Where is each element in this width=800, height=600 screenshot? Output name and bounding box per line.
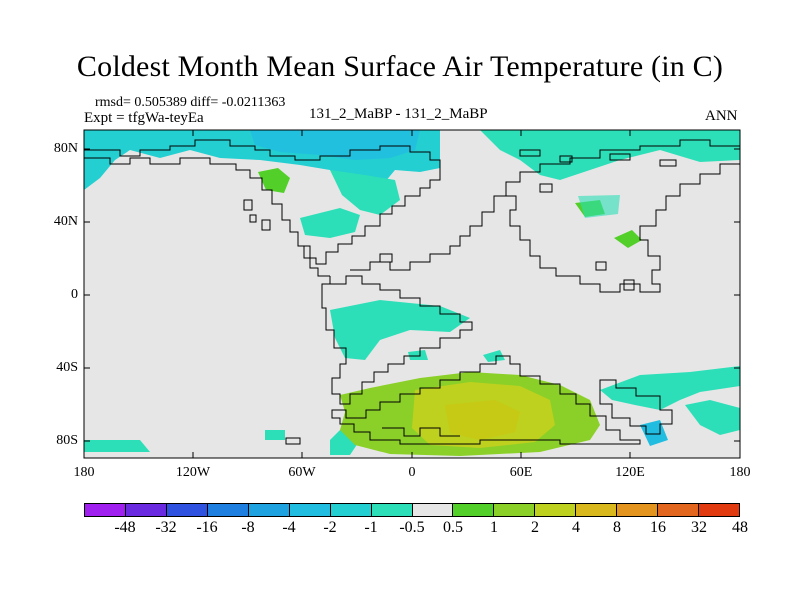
coast-central-america [298,245,330,277]
coast-antarctica [331,355,641,445]
colorbar-swatch-2 [166,504,208,516]
colorbar-label: 4 [572,519,580,536]
coast-australia [599,379,673,435]
colorbar-swatch-15 [699,504,739,516]
colorbar-swatch-8 [412,504,454,516]
region-north-polar-deep [250,130,420,160]
plot-title: Coldest Month Mean Surface Air Temperatu… [76,50,724,83]
lon-label-0: 0 [408,465,416,480]
lat-label-80n: 80N [53,141,78,156]
region-sa-cyan-3 [408,350,428,360]
region-asia-cyan [578,195,620,218]
axis-ticks [83,130,741,458]
colorbar-label: -48 [114,519,136,536]
colorbar-swatch-10 [494,504,536,516]
lat-label-0: 0 [71,287,78,302]
colorbar-label: -16 [196,519,218,536]
colorbar-label: 2 [531,519,539,536]
colorbar-label: -0.5 [399,519,425,536]
region-southern-ocean-east-3 [685,400,740,435]
colorbar-label: 8 [613,519,621,536]
colorbar-label: 0.5 [443,519,463,536]
region-sa-cyan-2 [483,350,505,362]
coast-north-america-2 [243,199,271,231]
lon-label-180e: 180 [729,465,751,480]
lat-label-80s: 80S [56,433,78,448]
region-asia-green [614,230,642,248]
coastlines [84,139,740,445]
colorbar-swatch-1 [125,504,167,516]
coast-north-america [84,139,441,265]
coast-south-america [321,275,473,405]
colorbar-label: 1 [490,519,498,536]
colorbar-label: -1 [364,519,378,536]
lon-label-180w: 180 [73,465,95,480]
colorbar-label: 16 [650,519,666,536]
season-label: ANN [705,108,738,124]
colorbar-swatch-14 [658,504,700,516]
colorbar-swatch-11 [535,504,577,516]
colorbar-swatch-12 [576,504,618,516]
region-north-atlantic [330,170,400,215]
coast-antarctica-inner [382,427,460,437]
coast-eurasia [506,163,740,293]
colorbar-label: -8 [241,519,255,536]
colorbar-label: -32 [155,519,177,536]
lon-label-120w: 120W [175,465,211,480]
region-southern-ocean-mid-2 [265,430,285,440]
coast-africa [350,139,740,271]
region-southern-ocean-east-2 [640,420,668,446]
stats-label: rmsd= 0.505389 diff= -0.0211363 [95,95,286,110]
region-na-cyan [300,208,360,238]
region-greenland-green [258,168,290,193]
lon-label-60w: 60W [288,465,316,480]
lat-label-40n: 40N [53,214,78,229]
region-southern-ocean-mid [84,440,150,452]
colorbar [84,503,740,517]
lat-label-40s: 40S [56,360,78,375]
region-sa-cyan [330,300,470,360]
colorbar-label: -4 [282,519,296,536]
colorbar-label: 32 [691,519,707,536]
region-southern-ocean-east [600,366,740,410]
colorbar-swatch-5 [289,504,331,516]
colorbar-swatch-7 [371,504,413,516]
colorbar-swatch-0 [85,504,126,516]
lon-label-120e: 120E [615,465,645,480]
colorbar-swatch-9 [453,504,495,516]
lon-label-60e: 60E [509,465,533,480]
colorbar-swatch-4 [248,504,290,516]
comparison-label: 131_2_MaBP - 131_2_MaBP [309,106,488,122]
colorbar-swatch-6 [330,504,372,516]
coast-small-south [285,437,301,445]
colorbar-label: -2 [323,519,337,536]
colorbar-label: 48 [732,519,748,536]
colorbar-swatch-13 [617,504,659,516]
experiment-label: Expt = tfgWa-teyEa [84,110,204,126]
colorbar-swatch-3 [207,504,249,516]
coast-islands [379,149,677,291]
region-antarctic-core [445,400,520,440]
